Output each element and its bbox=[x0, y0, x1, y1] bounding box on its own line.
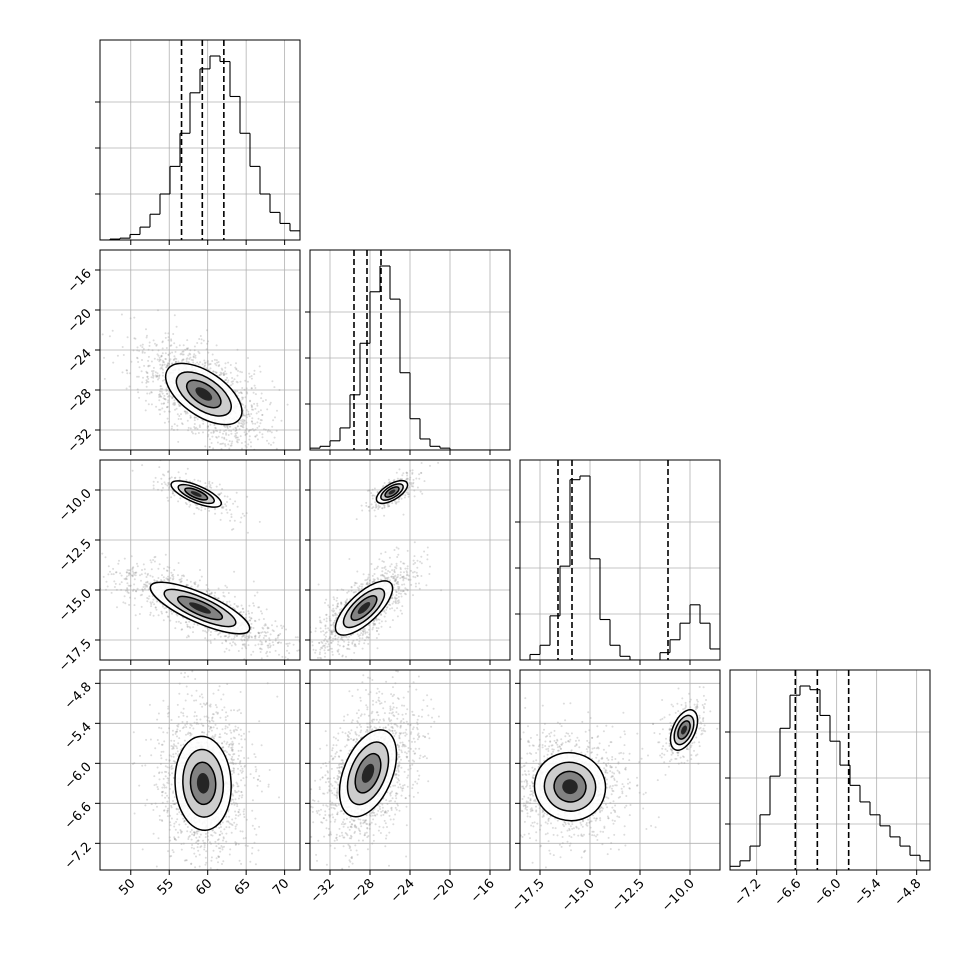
contour-level-0-3 bbox=[196, 773, 210, 794]
histogram-steps-0 bbox=[100, 55, 300, 240]
y-tick-label-1-2: −24 bbox=[65, 346, 95, 376]
x-tick-label-2-3: −10.0 bbox=[659, 876, 698, 915]
pair-content-2-3 bbox=[520, 686, 719, 869]
pair-frame-2-3 bbox=[519, 669, 721, 871]
histogram-frame-2 bbox=[519, 459, 721, 661]
x-tick-label-2-2: −12.5 bbox=[609, 876, 648, 915]
x-tick-label-0-0: 50 bbox=[116, 876, 138, 898]
contour-level-0-3 bbox=[195, 387, 213, 401]
y-tick-label-2-1: −12.5 bbox=[56, 536, 95, 575]
histogram-panel-0 bbox=[95, 39, 301, 245]
pair-content-1-2 bbox=[310, 461, 443, 660]
histogram-steps-2 bbox=[520, 475, 720, 660]
contour-level-0-3 bbox=[562, 779, 578, 795]
x-tick-label-3-4: −4.8 bbox=[892, 876, 925, 909]
pair-panel-2-3: −17.5 −15.0 −12.5 −10.0 bbox=[509, 669, 721, 915]
y-tick-label-1-4: −32 bbox=[65, 426, 95, 456]
pair-frame-0-3 bbox=[99, 669, 301, 871]
histogram-panel-2 bbox=[515, 459, 721, 665]
pair-panel-1-2 bbox=[305, 459, 511, 665]
x-tick-label-1-3: −20 bbox=[428, 876, 458, 906]
contour-level-0-3 bbox=[361, 763, 375, 783]
scatter-points-1-2 bbox=[310, 461, 443, 660]
x-tick-label-1-2: −24 bbox=[388, 876, 418, 906]
x-tick-label-3-0: −7.2 bbox=[732, 876, 765, 909]
corner-panels: −7.2 −6.6 −6.0 −5.4 −4.8−16−20−24−28−32−10.0… bbox=[56, 39, 931, 915]
histogram-frame-3 bbox=[729, 669, 931, 871]
histogram-steps-3 bbox=[730, 685, 930, 870]
pair-content-0-2 bbox=[100, 460, 300, 660]
x-tick-label-0-3: 65 bbox=[232, 876, 254, 898]
x-tick-label-0-2: 60 bbox=[193, 876, 215, 898]
y-tick-label-3-4: −7.2 bbox=[62, 840, 95, 873]
y-tick-label-3-3: −6.6 bbox=[62, 800, 95, 833]
x-tick-label-3-3: −5.4 bbox=[852, 876, 885, 909]
x-tick-label-1-1: −28 bbox=[348, 876, 378, 906]
histogram-steps-1 bbox=[310, 265, 510, 450]
x-tick-label-0-4: 70 bbox=[270, 876, 292, 898]
x-tick-label-1-0: −32 bbox=[308, 876, 338, 906]
x-tick-label-2-0: −17.5 bbox=[509, 876, 548, 915]
x-tick-label-3-2: −6.0 bbox=[812, 876, 845, 909]
x-tick-label-3-1: −6.6 bbox=[772, 876, 805, 909]
y-tick-label-1-1: −20 bbox=[65, 306, 95, 336]
contour-level-1-3 bbox=[190, 491, 202, 497]
x-tick-label-0-1: 55 bbox=[155, 876, 177, 898]
x-tick-label-1-4: −16 bbox=[468, 876, 498, 906]
y-tick-label-3-0: −4.8 bbox=[62, 680, 95, 713]
y-tick-label-3-1: −5.4 bbox=[62, 720, 95, 753]
pair-content-0-3 bbox=[132, 670, 280, 870]
contour-level-0-3 bbox=[189, 602, 211, 614]
pair-frame-0-2 bbox=[99, 459, 301, 661]
pair-panel-0-3: 50 55 60 65 70 −4.8 −5.4 −6.0 −6.6 −7.2 bbox=[62, 669, 301, 899]
x-tick-label-2-1: −15.0 bbox=[559, 876, 598, 915]
histogram-panel-3: −7.2 −6.6 −6.0 −5.4 −4.8 bbox=[725, 669, 931, 909]
y-tick-label-3-2: −6.0 bbox=[62, 760, 95, 793]
y-tick-label-2-3: −17.5 bbox=[56, 636, 95, 675]
y-tick-label-1-0: −16 bbox=[65, 266, 95, 296]
contour-level-1-3 bbox=[388, 489, 396, 495]
contour-level-1-3 bbox=[680, 725, 688, 735]
y-tick-label-2-2: −15.0 bbox=[56, 586, 95, 625]
histogram-frame-0 bbox=[99, 39, 301, 241]
pair-content-0-1 bbox=[101, 309, 289, 450]
pair-panel-1-3: −32 −28 −24 −20 −16 bbox=[305, 669, 511, 906]
contour-level-0-3 bbox=[357, 602, 371, 614]
pair-content-1-3 bbox=[310, 670, 440, 870]
y-tick-label-1-3: −28 bbox=[65, 386, 95, 416]
pair-panel-0-2: −10.0 −12.5 −15.0 −17.5 bbox=[56, 459, 301, 675]
histogram-panel-1 bbox=[305, 249, 511, 455]
y-tick-label-2-0: −10.0 bbox=[56, 486, 95, 525]
